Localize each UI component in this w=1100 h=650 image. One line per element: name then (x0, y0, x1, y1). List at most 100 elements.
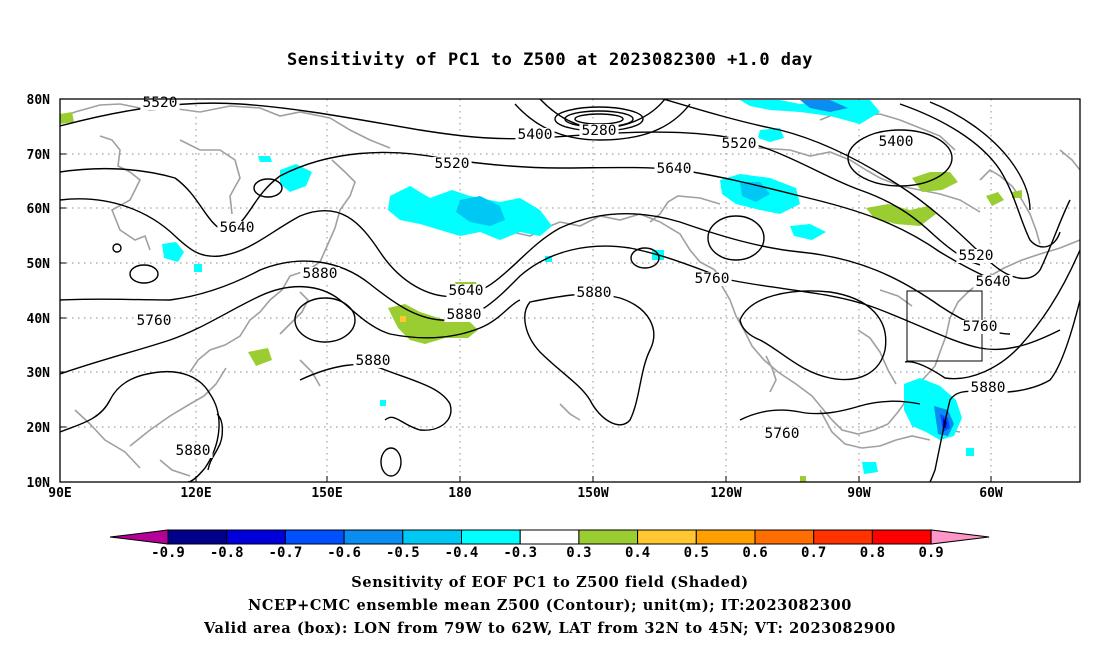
colorbar-label: 0.4 (625, 545, 650, 561)
colorbar-swatch (343, 529, 404, 545)
contour-label: 5520 (959, 248, 994, 264)
lat-label: 60N (27, 202, 51, 217)
contour-label: 5400 (879, 134, 914, 150)
contour-label: 5640 (657, 161, 692, 177)
colorbar-swatch (461, 529, 521, 545)
colorbar-label: -0.7 (269, 545, 303, 561)
lat-label: 20N (27, 421, 51, 436)
contour-label-bg (446, 284, 486, 298)
contour-label-bg (444, 308, 484, 322)
colorbar-label: 0.6 (742, 545, 767, 561)
contour-label-bg (956, 249, 996, 263)
contour-label-bg (968, 381, 1008, 395)
contour-label: 5640 (449, 283, 484, 299)
chart-title: Sensitivity of PC1 to Z500 at 2023082300… (286, 50, 813, 70)
lat-label: 30N (27, 366, 51, 381)
contour-label: 5880 (176, 443, 211, 459)
lat-label: 10N (27, 476, 51, 491)
contour-label: 5760 (765, 426, 800, 442)
colorbar-swatch (226, 529, 286, 545)
contour-label: 5760 (695, 271, 730, 287)
colorbar-label: 0.7 (801, 545, 826, 561)
colorbar-labels: -0.9 -0.8 -0.7 -0.6 -0.5 -0.4 -0.3 0.3 0.4 0.5 0.6… (151, 545, 944, 561)
colorbar-label: -0.3 (503, 545, 537, 561)
colorbar-swatch (637, 529, 697, 545)
colorbar (109, 529, 990, 545)
colorbar-swatch (578, 529, 639, 545)
colorbar-label: -0.9 (151, 545, 185, 561)
contour-label-bg (217, 221, 257, 235)
contour-label: 5880 (577, 285, 612, 301)
caption-valid-area: Valid area (box): LON from 79W to 62W, L… (204, 620, 896, 637)
coastlines (60, 103, 1080, 477)
colorbar-arrow-left (109, 529, 169, 545)
lat-label: 80N (27, 93, 51, 108)
contour-label-bg (579, 124, 619, 138)
contour-label-bg (353, 354, 393, 368)
contour-label: 5400 (518, 127, 553, 143)
graticule (60, 99, 1080, 482)
lon-label: 60W (979, 486, 1003, 501)
contour-label: 5760 (137, 313, 172, 329)
map-panel: 5520 5400 5280 5520 5400 5520 5640 5640 5880 5640… (27, 93, 1081, 501)
contour-label-bg (719, 137, 759, 151)
contour-label-bg (515, 128, 555, 142)
lat-label: 40N (27, 312, 51, 327)
caption-contour: NCEP+CMC ensemble mean Z500 (Contour); u… (247, 597, 853, 614)
contour-label-bg (134, 314, 174, 328)
colorbar-label: -0.4 (445, 545, 479, 561)
contour-label: 5640 (976, 274, 1011, 290)
contour-label: 5760 (963, 319, 998, 335)
latitude-labels: 80N 70N 60N 50N 40N 30N 20N 10N (27, 93, 51, 491)
lat-label: 50N (27, 257, 51, 272)
contour-label: 5520 (722, 136, 757, 152)
contour-label-bg (654, 162, 694, 176)
colorbar-arrow-right (930, 529, 990, 545)
colorbar-label: 0.3 (566, 545, 591, 561)
colorbar-swatch (695, 529, 756, 545)
lon-label: 180 (448, 486, 472, 501)
contour-label: 5520 (143, 95, 178, 111)
lon-label: 150E (311, 486, 342, 501)
map-frame (59, 98, 1081, 483)
contour-label-bg (762, 427, 802, 441)
lon-label: 90E (48, 486, 71, 501)
lon-label: 120W (710, 486, 741, 501)
longitude-labels: 90E 120E 150E 180 150W 120W 90W 60W (48, 486, 1003, 501)
contour-label: 5880 (447, 307, 482, 323)
colorbar-swatch (754, 529, 815, 545)
contour-label-bg (574, 286, 614, 300)
colorbar-label: 0.8 (860, 545, 885, 561)
axis-ticks (60, 153, 992, 482)
contour-label-bg (692, 272, 732, 286)
colorbar-swatch (871, 529, 932, 545)
colorbar-label: -0.8 (210, 545, 244, 561)
contour-label-bg (432, 157, 472, 171)
colorbar-label: -0.6 (327, 545, 361, 561)
colorbar-label: 0.9 (918, 545, 943, 561)
contour-label-bg (876, 135, 916, 149)
contour-label-bg (973, 275, 1013, 289)
sensitivity-shading (60, 100, 1022, 482)
lat-label: 70N (27, 148, 51, 163)
caption-shading: Sensitivity of EOF PC1 to Z500 field (Sh… (351, 574, 749, 591)
colorbar-swatch (284, 529, 345, 545)
colorbar-swatch (402, 529, 462, 545)
lon-label: 120E (180, 486, 211, 501)
contour-label-bg (300, 267, 340, 281)
colorbar-swatch (519, 529, 580, 545)
lon-label: 90W (847, 486, 871, 501)
contour-label: 5880 (303, 266, 338, 282)
contour-label: 5280 (582, 123, 617, 139)
contour-label-bg (173, 444, 213, 458)
contour-label: 5520 (435, 156, 470, 172)
contour-label: 5880 (971, 380, 1006, 396)
colorbar-swatch (813, 529, 873, 545)
contour-labels: 5520 5400 5280 5520 5400 5520 5640 5640 5880 5640… (134, 95, 1013, 459)
colorbar-label: -0.5 (386, 545, 420, 561)
lon-label: 150W (577, 486, 608, 501)
colorbar-label: 0.5 (684, 545, 709, 561)
colorbar-swatch (167, 529, 228, 545)
contour-label-bg (960, 320, 1000, 334)
